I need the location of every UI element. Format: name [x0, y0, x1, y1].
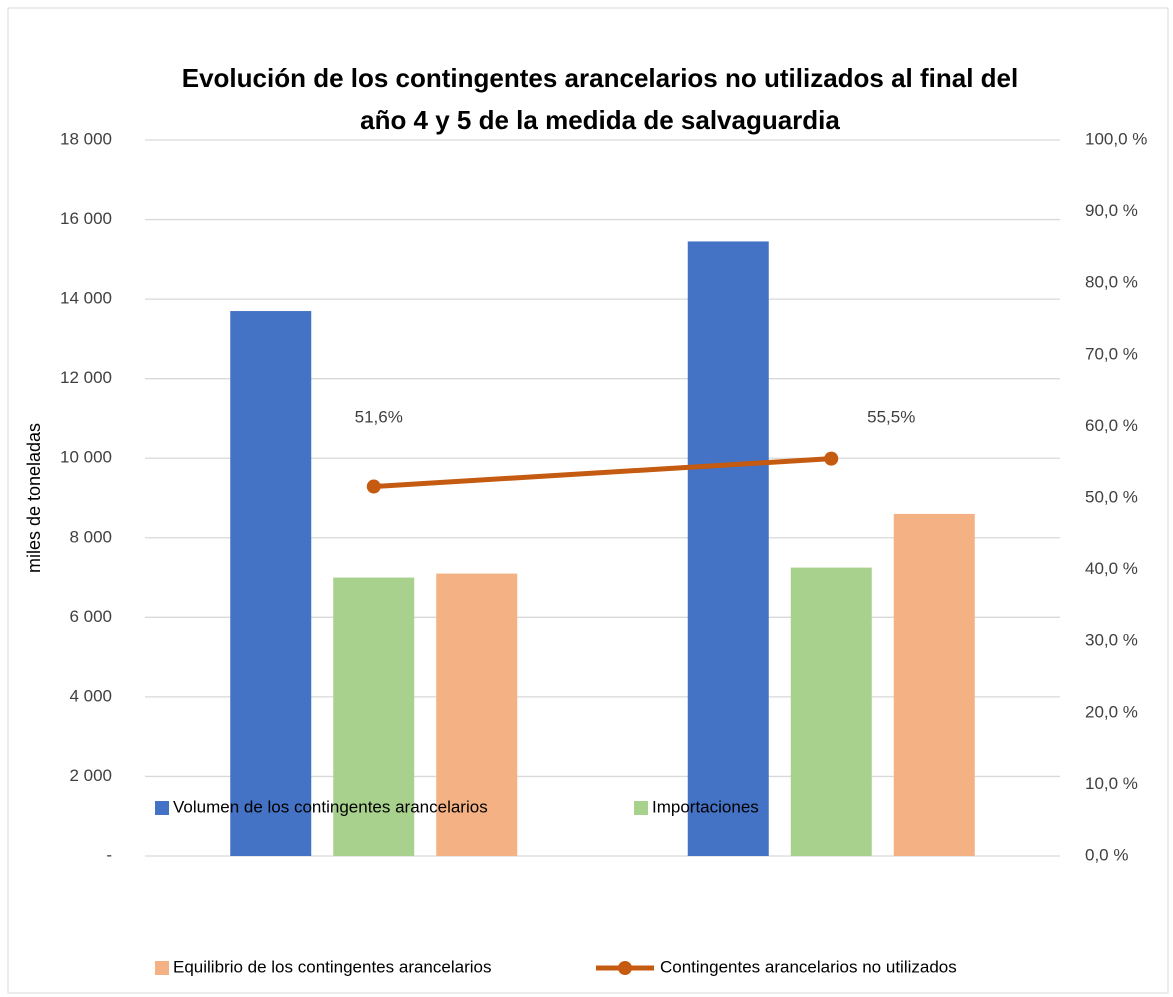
bar — [436, 573, 518, 856]
legend-swatch — [634, 801, 648, 815]
y-tick-label: 10 000 — [60, 448, 112, 467]
y2-tick-label: 70,0 % — [1085, 344, 1138, 363]
bar — [893, 513, 975, 856]
y-axis-title: miles de toneladas — [24, 423, 44, 573]
y2-tick-label: 100,0 % — [1085, 129, 1147, 148]
y2-tick-label: 60,0 % — [1085, 416, 1138, 435]
legend-label: Contingentes arancelarios no utilizados — [660, 957, 957, 976]
legend-label: Equilibrio de los contingentes arancelar… — [173, 957, 491, 976]
legend-swatch — [618, 961, 632, 975]
bar — [333, 577, 415, 856]
bar — [230, 311, 312, 856]
y2-tick-label: 10,0 % — [1085, 774, 1138, 793]
y-tick-label: 8 000 — [69, 527, 112, 546]
line — [373, 456, 832, 490]
y2-tick-label: 80,0 % — [1085, 273, 1138, 292]
y-tick-label: 6 000 — [69, 607, 112, 626]
chart-title: Evolución de los contingentes arancelari… — [182, 63, 1019, 93]
bar — [687, 241, 769, 856]
y-tick-label: 16 000 — [60, 209, 112, 228]
y-tick-label: - — [106, 845, 112, 864]
y2-tick-label: 20,0 % — [1085, 702, 1138, 721]
legend-swatch — [155, 801, 169, 815]
y-tick-label: 2 000 — [69, 766, 112, 785]
legend-swatch — [155, 961, 169, 975]
bar — [790, 567, 872, 856]
legend-label: Volumen de los contingentes arancelarios — [173, 797, 488, 816]
y-tick-label: 4 000 — [69, 686, 112, 705]
y2-tick-label: 0,0 % — [1085, 845, 1128, 864]
legend-label: Importaciones — [652, 797, 759, 816]
y2-tick-label: 50,0 % — [1085, 487, 1138, 506]
data-label: 55,5% — [867, 407, 915, 426]
data-label: 51,6% — [355, 407, 403, 426]
y-tick-label: 18 000 — [60, 129, 112, 148]
chart-frame — [7, 7, 1169, 994]
y2-tick-label: 30,0 % — [1085, 631, 1138, 650]
line-marker — [824, 451, 839, 466]
y-tick-label: 14 000 — [60, 289, 112, 308]
chart-title: año 4 y 5 de la medida de salvaguardia — [360, 105, 840, 135]
y2-tick-label: 40,0 % — [1085, 559, 1138, 578]
y2-tick-label: 90,0 % — [1085, 201, 1138, 220]
line-marker — [366, 479, 381, 494]
y-tick-label: 12 000 — [60, 368, 112, 387]
